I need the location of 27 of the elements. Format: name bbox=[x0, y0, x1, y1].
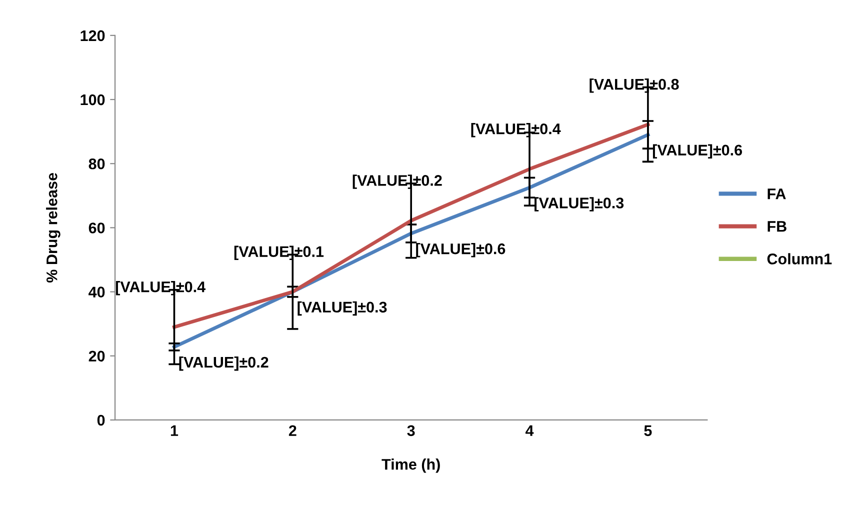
annotation: [VALUE]±0.6 bbox=[652, 144, 742, 159]
legend-label: Column1 bbox=[767, 253, 832, 264]
x-tick-label: 4 bbox=[526, 425, 534, 436]
legend-label: FA bbox=[768, 188, 786, 200]
legend-label: FB bbox=[768, 221, 786, 232]
annotation: [VALUE]±0.4 bbox=[471, 123, 561, 138]
annotation: [VALUE]±0.3 bbox=[534, 197, 624, 212]
x-tick-label: 2 bbox=[288, 425, 296, 436]
y-tick-label: 100 bbox=[80, 94, 105, 106]
x-axis-title: Time (h) bbox=[382, 458, 440, 473]
annotation: [VALUE]±0.2 bbox=[179, 356, 268, 371]
y-axis-title: % Drug release bbox=[46, 173, 60, 283]
x-tick-label: 3 bbox=[407, 425, 415, 436]
x-tick-label: 1 bbox=[170, 425, 178, 436]
y-tick-label: 0 bbox=[97, 414, 105, 426]
annotation: [VALUE]±0.2 bbox=[352, 174, 442, 189]
annotation: [VALUE]±0.8 bbox=[590, 78, 679, 93]
annotation: [VALUE]±0.4 bbox=[116, 281, 206, 296]
x-tick-label: 5 bbox=[644, 425, 652, 436]
y-tick-label: 40 bbox=[88, 286, 105, 298]
annotation: [VALUE]±0.1 bbox=[234, 246, 324, 260]
y-tick-label: 60 bbox=[88, 222, 105, 234]
annotation: [VALUE]±0.6 bbox=[416, 243, 506, 258]
y-tick-label: 120 bbox=[80, 30, 105, 42]
y-tick-label: 20 bbox=[88, 350, 105, 362]
annotation: [VALUE]±0.3 bbox=[298, 301, 387, 316]
y-tick-label: 80 bbox=[88, 158, 105, 170]
